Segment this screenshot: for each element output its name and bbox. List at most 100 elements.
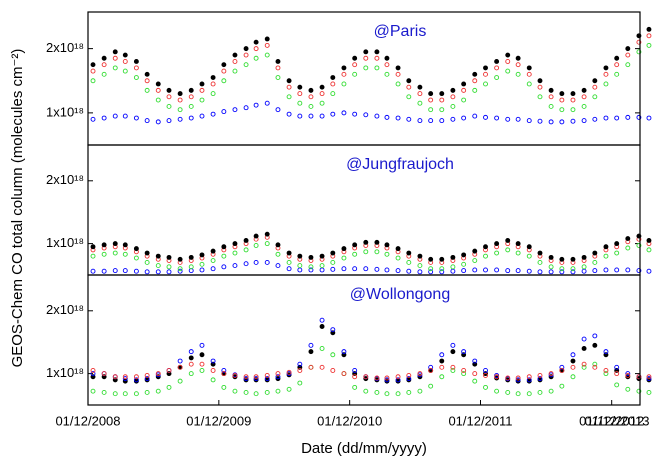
data-point xyxy=(352,71,358,77)
data-point xyxy=(614,55,620,61)
data-point xyxy=(253,55,259,61)
data-point xyxy=(243,389,249,395)
data-point xyxy=(330,368,336,373)
data-point xyxy=(264,241,270,247)
data-point xyxy=(570,97,576,103)
data-point xyxy=(221,78,227,84)
data-point xyxy=(177,268,183,274)
data-point xyxy=(395,71,401,77)
data-point xyxy=(461,87,467,93)
data-point xyxy=(526,244,532,250)
data-point xyxy=(264,389,270,395)
data-point xyxy=(439,107,445,113)
data-point xyxy=(210,75,216,80)
data-point xyxy=(341,81,347,87)
data-point xyxy=(592,364,598,370)
data-point xyxy=(341,371,347,377)
data-point xyxy=(570,269,576,275)
data-point xyxy=(461,368,467,373)
data-point xyxy=(395,246,401,252)
data-point xyxy=(439,364,445,370)
data-point xyxy=(581,94,587,100)
data-point xyxy=(243,52,249,58)
data-point xyxy=(646,268,652,274)
data-point xyxy=(199,368,205,373)
data-point xyxy=(133,391,139,397)
data-point xyxy=(243,247,249,253)
data-point xyxy=(395,377,401,383)
data-point xyxy=(155,263,161,269)
data-point xyxy=(406,94,412,100)
data-point xyxy=(297,267,303,273)
data-point xyxy=(330,327,336,333)
data-point xyxy=(450,364,456,370)
data-point xyxy=(395,374,401,380)
data-point xyxy=(472,267,478,273)
data-point xyxy=(439,269,445,275)
plot-frame xyxy=(87,274,641,406)
data-point xyxy=(133,268,139,274)
data-point xyxy=(406,250,412,256)
data-point xyxy=(450,103,456,109)
data-point xyxy=(417,269,423,275)
data-point xyxy=(384,375,390,381)
data-point xyxy=(439,266,445,272)
data-point xyxy=(122,242,128,248)
data-point xyxy=(625,245,631,251)
data-point xyxy=(308,267,314,273)
data-point xyxy=(330,111,336,117)
data-point xyxy=(275,374,281,380)
data-point xyxy=(395,255,401,261)
data-point xyxy=(253,102,259,108)
data-point xyxy=(461,81,467,87)
data-point xyxy=(417,263,423,269)
data-point xyxy=(625,371,631,377)
data-point xyxy=(122,268,128,274)
data-point xyxy=(341,71,347,77)
data-point xyxy=(483,384,488,390)
data-point xyxy=(166,254,172,260)
data-point xyxy=(472,78,478,84)
data-point xyxy=(221,384,227,390)
data-point xyxy=(646,238,652,243)
data-point xyxy=(374,239,380,245)
data-point xyxy=(133,255,139,261)
data-point xyxy=(428,364,434,370)
data-point xyxy=(461,97,467,103)
data-point xyxy=(374,113,380,119)
data-point xyxy=(352,266,358,272)
data-point xyxy=(581,118,587,124)
data-point xyxy=(428,383,434,389)
data-point xyxy=(537,84,543,90)
data-point xyxy=(461,261,467,267)
data-point xyxy=(646,26,652,32)
data-point xyxy=(199,97,205,103)
data-point xyxy=(199,81,205,87)
data-point xyxy=(253,243,259,248)
data-point xyxy=(581,268,587,274)
data-point xyxy=(494,59,500,64)
data-point xyxy=(188,355,194,361)
data-point xyxy=(363,65,369,71)
data-point xyxy=(548,119,554,125)
data-point xyxy=(559,266,565,272)
data-point xyxy=(515,391,521,397)
data-point xyxy=(417,84,423,90)
data-point xyxy=(308,113,314,119)
data-point xyxy=(308,94,314,100)
data-point xyxy=(341,349,347,355)
data-point xyxy=(112,391,118,397)
data-point xyxy=(636,114,642,120)
data-point xyxy=(570,352,576,358)
data-point xyxy=(319,364,325,370)
data-point xyxy=(166,384,172,390)
data-point xyxy=(505,59,511,64)
data-point xyxy=(559,364,565,370)
data-point xyxy=(319,324,325,329)
data-point xyxy=(548,254,554,260)
data-point xyxy=(646,247,652,253)
data-point xyxy=(570,107,576,113)
data-point xyxy=(625,52,631,58)
data-point xyxy=(243,376,249,382)
data-point xyxy=(395,115,401,121)
